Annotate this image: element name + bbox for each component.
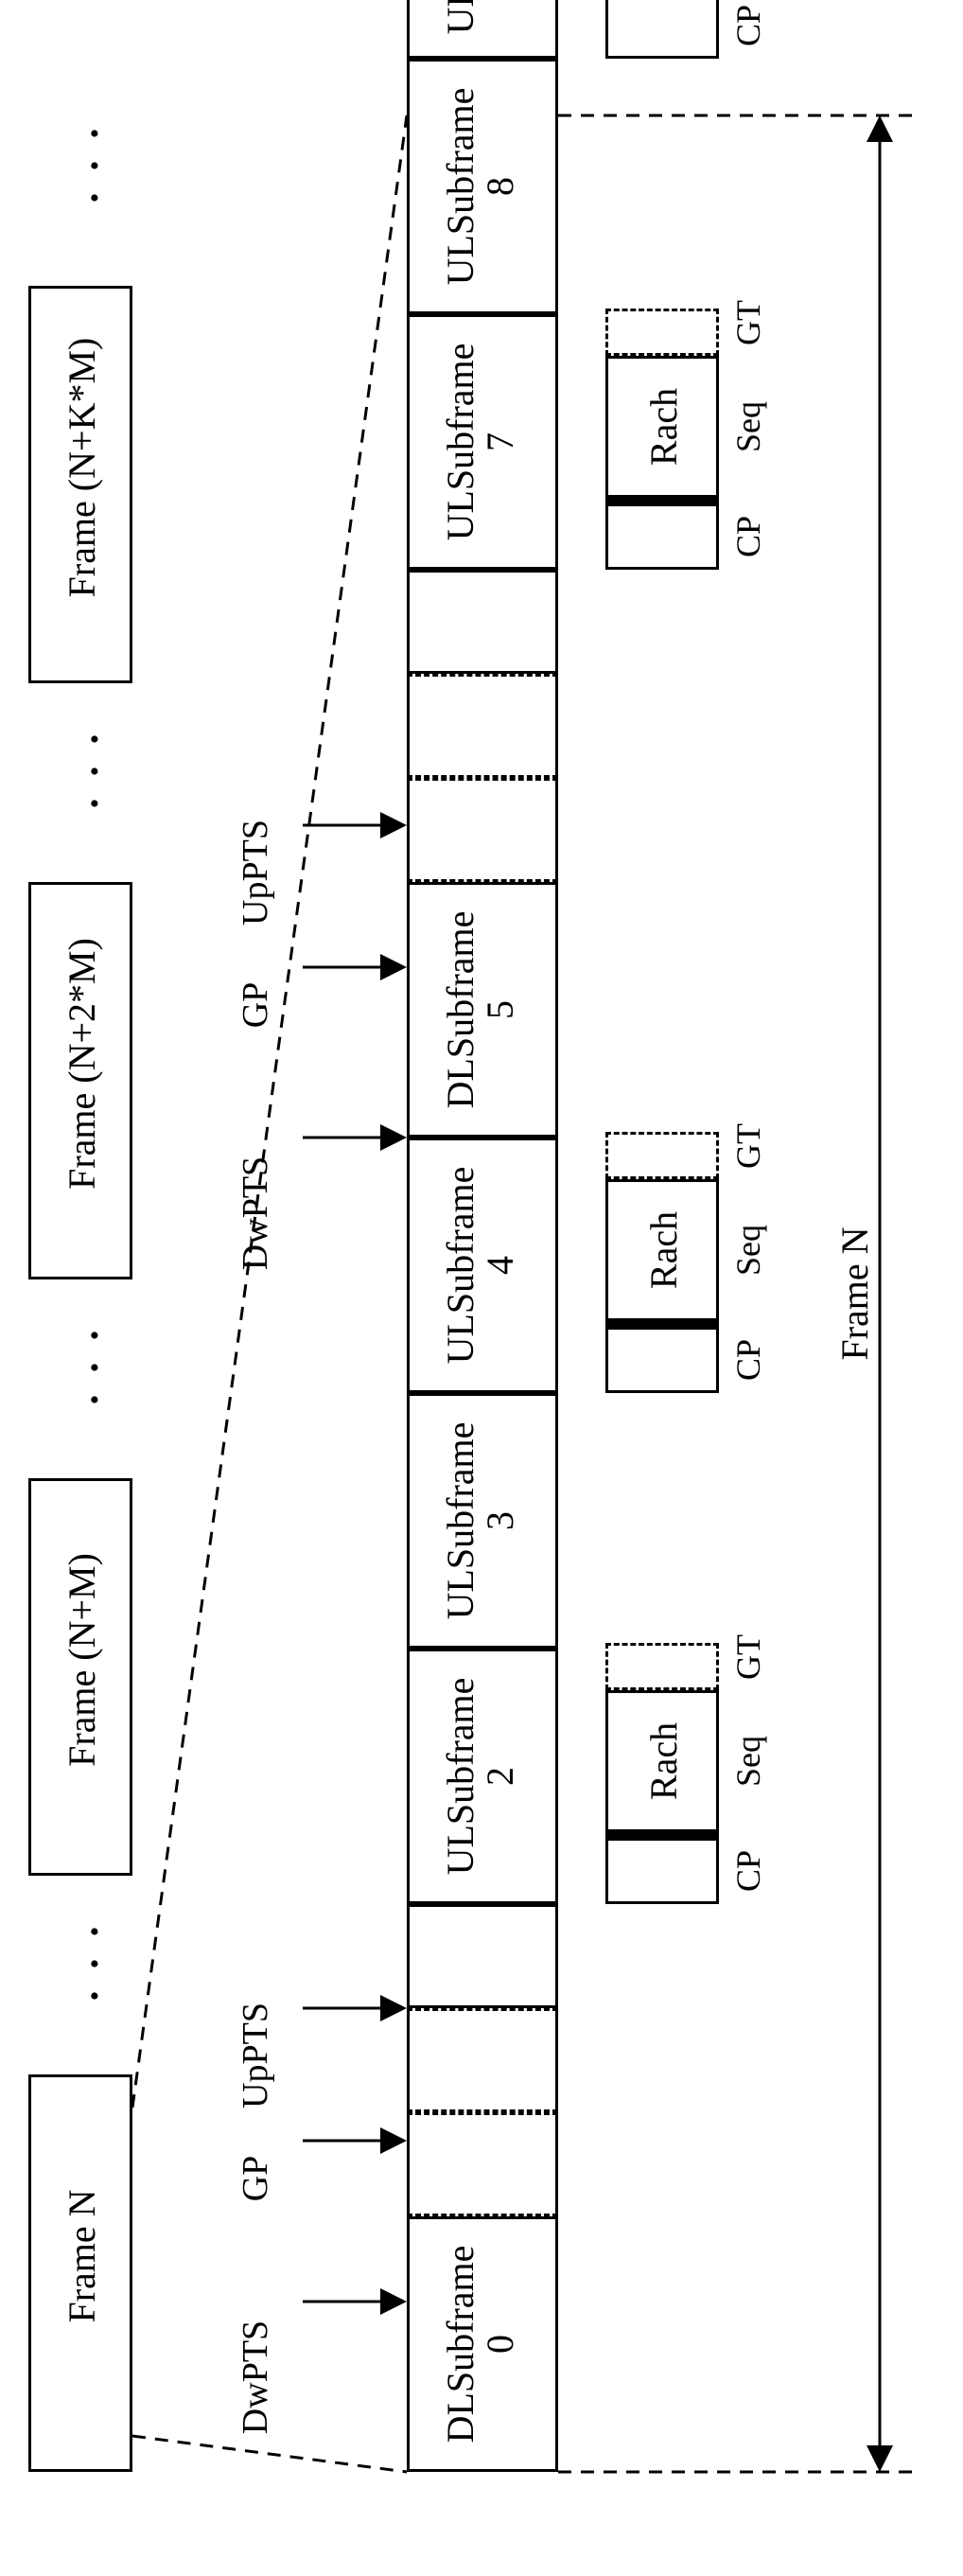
subframe-label: ULSubframe4: [441, 1138, 520, 1393]
rach-label: Rach: [641, 1179, 686, 1321]
slot-label: UpPTS: [235, 1980, 276, 2131]
rach-cp: [605, 1327, 719, 1393]
cp-label: CP: [728, 503, 768, 570]
rach-gt: [605, 1643, 719, 1690]
slot-label: UpPTS: [235, 797, 276, 948]
ellipsis: . . .: [60, 1298, 108, 1431]
subframe-label: ULSubframe9: [441, 0, 520, 59]
frame-label: Frame (N+2*M): [60, 882, 104, 1245]
subframe-cell: [407, 1904, 558, 2008]
subframe-label: DLSubframe5: [441, 882, 520, 1138]
subframe-cell: [407, 2008, 558, 2112]
rach-gt: [605, 1132, 719, 1179]
rach-gt: [605, 309, 719, 356]
rach-cp: [605, 0, 719, 59]
rach-divider: [605, 498, 719, 503]
subframe-label: ULSubframe7: [441, 314, 520, 570]
subframe-cell: [407, 2112, 558, 2216]
ellipsis: . . .: [60, 1895, 108, 2027]
rach-divider: [605, 1321, 719, 1327]
subframe-cell: [407, 570, 558, 674]
slot-label: GP: [235, 929, 276, 1081]
frame-label: Frame (N+K*M): [60, 286, 104, 649]
subframe-cell: [407, 778, 558, 882]
ellipsis: . . .: [60, 702, 108, 835]
cp-label: CP: [728, 1327, 768, 1393]
cp-label: CP: [728, 1838, 768, 1904]
frame-span-label: Frame N: [832, 1180, 877, 1407]
rach-label: Rach: [641, 1690, 686, 1832]
rach-cp: [605, 1838, 719, 1904]
frame-label: Frame N: [60, 2074, 104, 2438]
cp-label: CP: [728, 0, 768, 59]
slot-label: DwPTS: [235, 1138, 276, 1289]
seq-label: Seq: [728, 1690, 768, 1832]
subframe-label: DLSubframe0: [441, 2216, 520, 2472]
gt-label: GT: [728, 1113, 768, 1179]
rach-cp: [605, 503, 719, 570]
seq-label: Seq: [728, 356, 768, 498]
gt-label: GT: [728, 290, 768, 356]
seq-label: Seq: [728, 1179, 768, 1321]
ellipsis: . . .: [60, 97, 108, 229]
frame-label: Frame (N+M): [60, 1478, 104, 1842]
subframe-label: ULSubframe3: [441, 1393, 520, 1649]
rach-label: Rach: [641, 356, 686, 498]
subframe-cell: [407, 674, 558, 778]
subframe-label: ULSubframe2: [441, 1649, 520, 1904]
subframe-label: ULSubframe8: [441, 59, 520, 314]
rach-divider: [605, 1832, 719, 1838]
gt-label: GT: [728, 1624, 768, 1690]
slot-label: DwPTS: [235, 2302, 276, 2453]
